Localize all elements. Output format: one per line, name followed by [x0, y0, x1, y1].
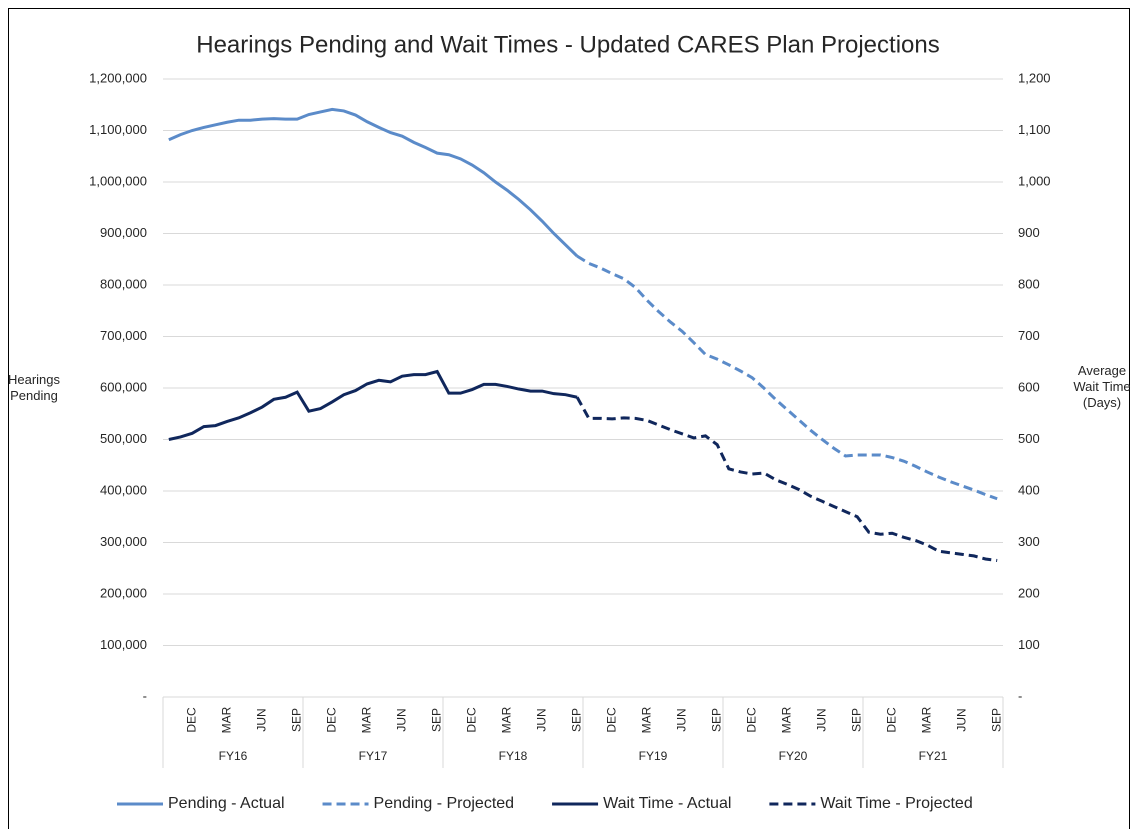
group-label: FY17 [359, 749, 388, 763]
group-label: FY18 [499, 749, 528, 763]
x-tick-label: SEP [429, 708, 443, 732]
group-label: FY19 [639, 749, 668, 763]
y-tick-label: 1,100,000 [89, 122, 147, 137]
y-axis-label: Hearings Pending [7, 372, 61, 403]
series-line [576, 254, 998, 501]
y2-tick-label: 1,000 [1018, 173, 1051, 188]
x-tick-label: DEC [604, 707, 618, 733]
y-tick-label: 800,000 [100, 276, 147, 291]
x-tick-label: SEP [569, 708, 583, 732]
y-tick-label: 200,000 [100, 585, 147, 600]
y-tick-label: 1,200,000 [89, 70, 147, 85]
y-tick-label: 300,000 [100, 534, 147, 549]
x-tick-label: DEC [744, 707, 758, 733]
y2-tick-label: 400 [1018, 482, 1040, 497]
y2-tick-label: 300 [1018, 534, 1040, 549]
series-line [168, 107, 579, 258]
y-tick-label: 600,000 [100, 379, 147, 394]
y-tick-label: 100,000 [100, 637, 147, 652]
y2-tick-label: 200 [1018, 585, 1040, 600]
legend-label: Wait Time - Actual [603, 795, 731, 812]
y-tick-label: - [143, 688, 147, 703]
x-tick-label: SEP [709, 708, 723, 732]
y2-tick-label: 1,100 [1018, 122, 1051, 137]
x-tick-label: DEC [884, 707, 898, 733]
series-line [168, 369, 578, 441]
y2-tick-label: 1,200 [1018, 70, 1051, 85]
y2-tick-label: 100 [1018, 637, 1040, 652]
chart-title: Hearings Pending and Wait Times - Update… [196, 31, 939, 58]
chart-border [8, 8, 1130, 829]
group-label: FY20 [779, 749, 808, 763]
y-tick-label: 900,000 [100, 225, 147, 240]
y-tick-label: 500,000 [100, 431, 147, 446]
x-tick-label: MAR [919, 706, 933, 733]
x-tick-label: JUN [254, 708, 268, 731]
x-tick-label: MAR [359, 706, 373, 733]
x-tick-label: MAR [779, 706, 793, 733]
legend-label: Wait Time - Projected [820, 795, 972, 812]
y2-tick-label: 700 [1018, 328, 1040, 343]
x-tick-label: SEP [289, 708, 303, 732]
x-tick-label: SEP [989, 708, 1003, 732]
x-tick-label: DEC [184, 707, 198, 733]
legend-label: Pending - Projected [374, 795, 515, 812]
x-tick-label: JUN [674, 708, 688, 731]
group-label: FY21 [919, 749, 948, 763]
y2-tick-label: 500 [1018, 431, 1040, 446]
y-tick-label: 400,000 [100, 482, 147, 497]
y2-tick-label: 800 [1018, 276, 1040, 291]
y-tick-label: 700,000 [100, 328, 147, 343]
x-tick-label: SEP [849, 708, 863, 732]
x-tick-label: JUN [954, 708, 968, 731]
x-tick-label: DEC [464, 707, 478, 733]
x-tick-label: JUN [814, 708, 828, 731]
legend-label: Pending - Actual [168, 795, 285, 812]
group-label: FY16 [219, 749, 248, 763]
y2-tick-label: 600 [1018, 379, 1040, 394]
x-tick-label: DEC [324, 707, 338, 733]
y2-tick-label: 900 [1018, 225, 1040, 240]
x-tick-label: MAR [219, 706, 233, 733]
y-tick-label: 1,000,000 [89, 173, 147, 188]
x-tick-label: JUN [394, 708, 408, 731]
x-tick-label: MAR [639, 706, 653, 733]
x-tick-label: JUN [534, 708, 548, 731]
x-tick-label: MAR [499, 706, 513, 733]
y2-tick-label: - [1018, 688, 1022, 703]
y2-axis-label: Average Wait Time (Days) [1073, 363, 1131, 410]
